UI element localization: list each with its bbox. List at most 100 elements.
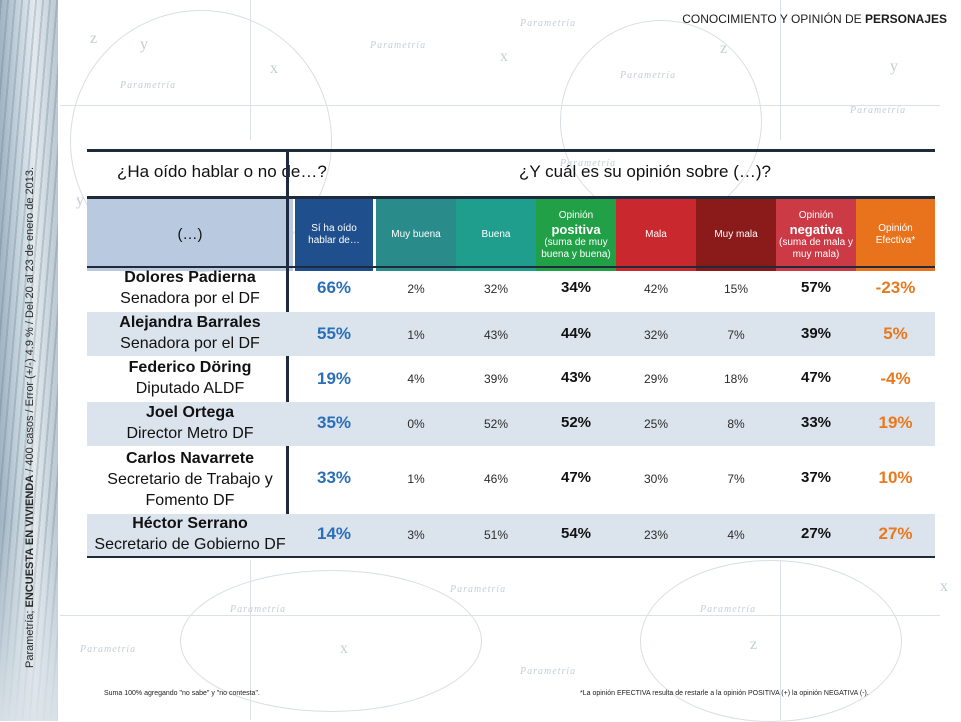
survey-source-note: Parametría; ENCUESTA EN VIVIENDA / 400 c… — [24, 167, 36, 668]
negative-value: 57% — [800, 279, 832, 296]
positive-value: 44% — [560, 325, 592, 342]
table-row: Carlos Navarrete Secretario de Trabajo y … — [87, 448, 935, 512]
person-cell: Alejandra Barrales Senadora por el DF — [87, 313, 293, 354]
very-bad-value: 15% — [723, 282, 749, 296]
table-row: Federico Döring Diputado ALDF 19% 4% 39% … — [87, 358, 935, 400]
col-header-bad: Mala — [616, 199, 696, 271]
positive-value: 43% — [560, 369, 592, 386]
watermark-text: Parametría — [450, 584, 507, 595]
known-value: 66% — [316, 278, 352, 297]
person-cell: Federico Döring Diputado ALDF — [87, 358, 293, 399]
table-row: Héctor Serrano Secretario de Gobierno DF … — [87, 514, 935, 556]
bad-value: 42% — [643, 282, 669, 296]
positive-value: 34% — [560, 279, 592, 296]
person-role: Diputado ALDF — [135, 380, 245, 397]
very-bad-value: 7% — [727, 328, 745, 342]
negative-value: 47% — [800, 369, 832, 386]
question-opinion: ¿Y cuál es su opinión sobre (…)? — [519, 162, 771, 181]
very-good-value: 0% — [407, 417, 425, 431]
very-good-value: 1% — [407, 472, 425, 486]
source-text: Parametría; — [24, 607, 36, 668]
person-cell: Carlos Navarrete Secretario de Trabajo y … — [87, 449, 293, 511]
watermark-text: Parametría — [80, 644, 137, 655]
footnote-left: Suma 100% agregando "no sabe" y "no cont… — [104, 690, 260, 697]
section-title: CONOCIMIENTO Y OPINIÓN DE PERSONAJES — [682, 12, 947, 26]
person-role: Director Metro DF — [126, 425, 254, 442]
col-header-negative-main: negativa — [789, 221, 843, 237]
col-header-known: Sí ha oído hablar de… — [295, 199, 373, 271]
very-bad-value: 7% — [727, 472, 745, 486]
bad-value: 32% — [643, 328, 669, 342]
effective-value: -23% — [875, 278, 916, 297]
watermark-text: Parametría — [700, 604, 757, 615]
known-value: 55% — [316, 324, 352, 343]
watermark-text: Parametría — [520, 666, 577, 677]
person-name: Joel Ortega — [145, 404, 235, 421]
table-rule — [87, 556, 935, 558]
very-good-value: 2% — [407, 282, 425, 296]
very-good-value: 4% — [407, 372, 425, 386]
col-header-negative-top: Opinión — [798, 209, 834, 221]
question-header-row: ¿Ha oído hablar o no de…? ¿Y cuál es su … — [87, 149, 935, 199]
col-header-positive-sub: (suma de muy buena y buena) — [541, 236, 611, 260]
good-value: 51% — [483, 528, 509, 542]
positive-value: 52% — [560, 414, 592, 431]
table-rule — [87, 266, 935, 268]
effective-value: -4% — [880, 369, 911, 388]
bad-value: 29% — [643, 372, 669, 386]
person-role: Senadora por el DF — [120, 290, 260, 307]
very-good-value: 3% — [407, 528, 425, 542]
col-header-positive: Opinión positiva (suma de muy buena y bu… — [536, 199, 616, 271]
column-header-row: (…) Sí ha oído hablar de… Muy buena Buen… — [87, 199, 935, 271]
person-role: Secretario de Trabajo y Fomento DF — [107, 471, 273, 509]
person-name: Carlos Navarrete — [125, 450, 255, 467]
survey-details: / 400 casos / Error (+/-) 4.9 % / Del 20… — [24, 166, 36, 475]
person-cell: Dolores Padierna Senadora por el DF — [87, 268, 293, 309]
table-row: Dolores Padierna Senadora por el DF 66% 2… — [87, 268, 935, 310]
known-value: 14% — [316, 524, 352, 543]
col-header-good: Buena — [456, 199, 536, 271]
person-name: Héctor Serrano — [132, 515, 248, 532]
table-row: Joel Ortega Director Metro DF 35% 0% 52% … — [87, 402, 935, 446]
negative-value: 37% — [800, 469, 832, 486]
known-value: 33% — [316, 468, 352, 487]
person-cell: Joel Ortega Director Metro DF — [87, 403, 293, 444]
col-header-very-bad: Muy mala — [696, 199, 776, 271]
col-header-very-good: Muy buena — [376, 199, 456, 271]
effective-value: 27% — [878, 524, 913, 543]
person-name: Alejandra Barrales — [119, 314, 261, 331]
effective-value: 19% — [878, 413, 913, 432]
table-row: Alejandra Barrales Senadora por el DF 55%… — [87, 312, 935, 356]
opinion-table: ¿Ha oído hablar o no de…? ¿Y cuál es su … — [87, 149, 935, 271]
footnote-right: *La opinión EFECTIVA resulta de restarle… — [580, 690, 869, 697]
bad-value: 23% — [643, 528, 669, 542]
person-cell: Héctor Serrano Secretario de Gobierno DF — [87, 514, 293, 555]
watermark-text: Parametría — [370, 40, 427, 51]
known-value: 19% — [316, 369, 352, 388]
col-header-positive-main: positiva — [551, 221, 601, 237]
negative-value: 27% — [800, 525, 832, 542]
good-value: 32% — [483, 282, 509, 296]
person-role: Secretario de Gobierno DF — [94, 536, 286, 553]
col-header-negative-sub: (suma de mala y muy mala) — [779, 236, 853, 260]
person-role: Senadora por el DF — [120, 335, 260, 352]
col-header-effective: Opinión Efectiva* — [856, 199, 935, 271]
decorative-side-strip — [0, 0, 58, 721]
section-title-bold: PERSONAJES — [864, 12, 947, 26]
good-value: 46% — [483, 472, 509, 486]
watermark-text: Parametría — [520, 18, 577, 29]
effective-value: 10% — [878, 468, 913, 487]
effective-value: 5% — [883, 324, 908, 343]
very-bad-value: 8% — [727, 417, 745, 431]
col-header-negative: Opinión negativa (suma de mala y muy mal… — [776, 199, 856, 271]
bad-value: 25% — [643, 417, 669, 431]
watermark-text: Parametría — [620, 70, 677, 81]
watermark-text: Parametría — [850, 105, 907, 116]
watermark-text: Parametría — [230, 604, 287, 615]
very-bad-value: 18% — [723, 372, 749, 386]
negative-value: 33% — [800, 414, 832, 431]
section-title-prefix: CONOCIMIENTO Y OPINIÓN DE — [682, 12, 865, 26]
positive-value: 47% — [560, 469, 592, 486]
survey-type: ENCUESTA EN VIVIENDA — [24, 474, 36, 608]
watermark-text: Parametría — [120, 80, 177, 91]
